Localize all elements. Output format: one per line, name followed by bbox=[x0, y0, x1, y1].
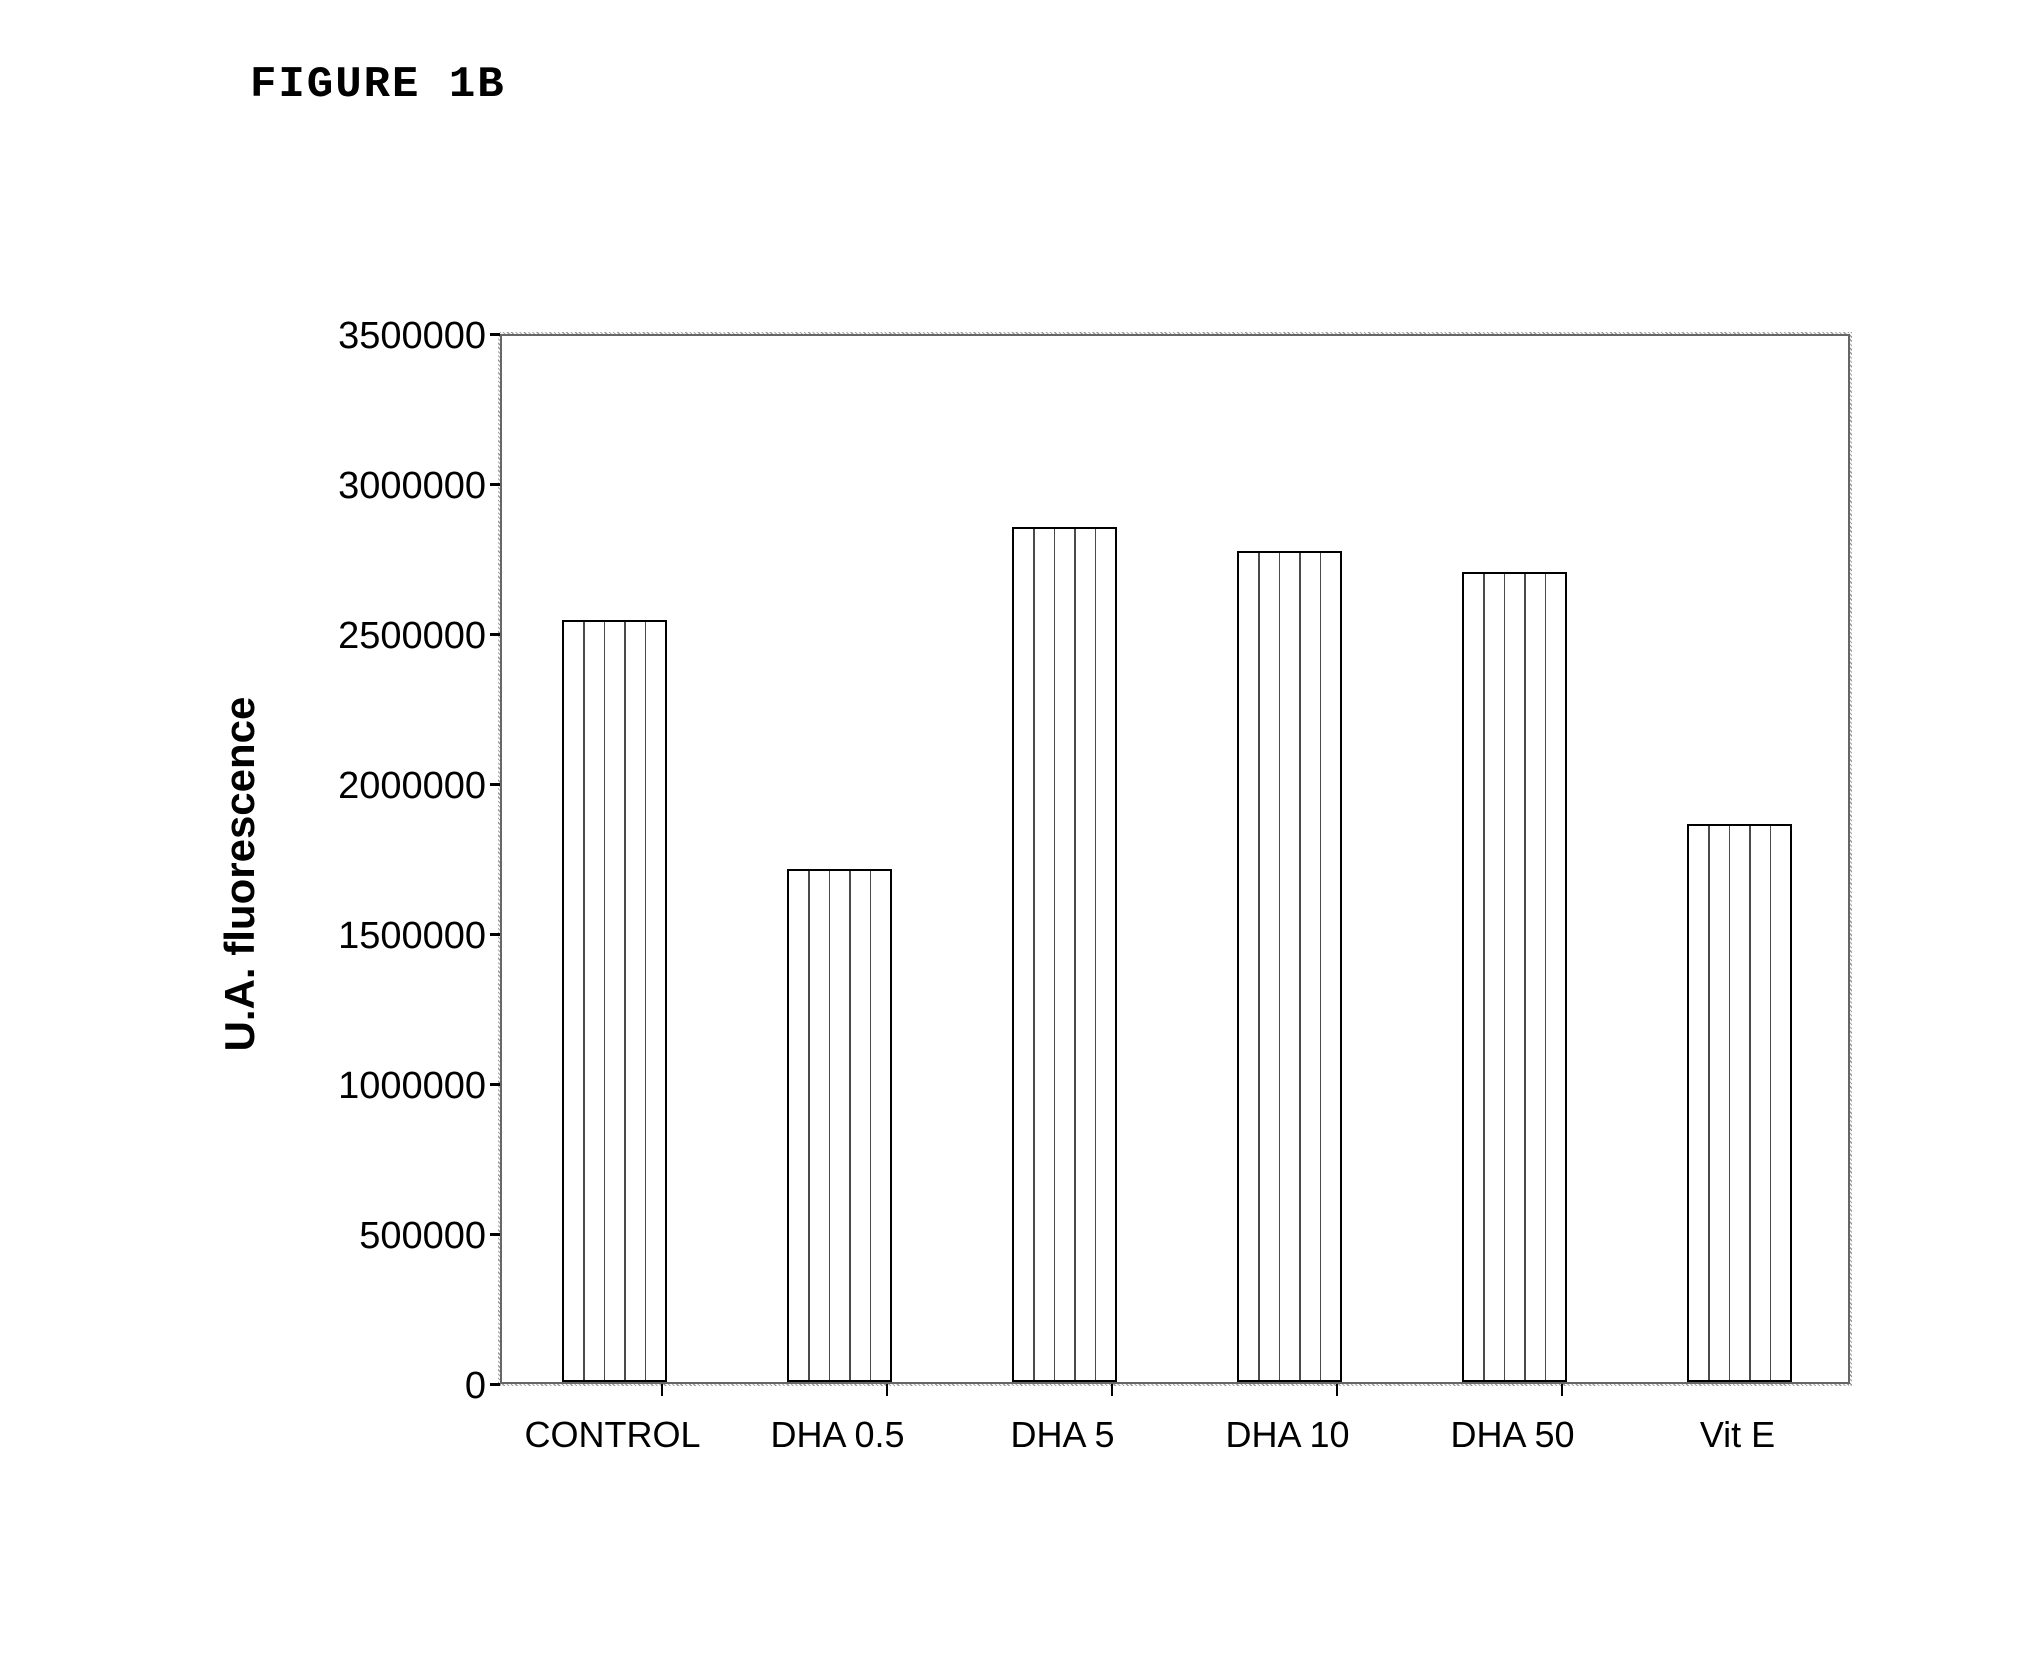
y-tick-mark bbox=[490, 483, 500, 486]
bar bbox=[1237, 551, 1342, 1382]
y-tick-label: 1000000 bbox=[266, 1065, 486, 1108]
bar-stripes bbox=[1239, 553, 1340, 1380]
y-tick-label: 0 bbox=[266, 1365, 486, 1408]
x-tick-label: DHA 10 bbox=[1178, 1414, 1398, 1456]
bar-stripes bbox=[1464, 574, 1565, 1380]
y-tick-label: 1500000 bbox=[266, 915, 486, 958]
y-tick-mark bbox=[490, 783, 500, 786]
y-tick-mark bbox=[490, 933, 500, 936]
y-tick-mark bbox=[490, 1383, 500, 1386]
bar bbox=[562, 620, 667, 1382]
x-tick-mark bbox=[661, 1384, 663, 1396]
x-tick-mark bbox=[1561, 1384, 1563, 1396]
bar-chart: U.A. fluorescence 0500000100000015000002… bbox=[260, 310, 1870, 1560]
y-axis-label: U.A. fluorescence bbox=[216, 697, 264, 1052]
x-tick-label: CONTROL bbox=[503, 1414, 723, 1456]
y-tick-label: 3500000 bbox=[266, 315, 486, 358]
y-tick-mark bbox=[490, 1083, 500, 1086]
x-tick-mark bbox=[1111, 1384, 1113, 1396]
x-tick-label: DHA 50 bbox=[1403, 1414, 1623, 1456]
y-tick-label: 500000 bbox=[266, 1215, 486, 1258]
y-tick-mark bbox=[490, 633, 500, 636]
bar-stripes bbox=[1014, 529, 1115, 1380]
y-tick-label: 2500000 bbox=[266, 615, 486, 658]
plot-area bbox=[500, 334, 1850, 1384]
figure-title: FIGURE 1B bbox=[250, 60, 506, 110]
y-tick-label: 2000000 bbox=[266, 765, 486, 808]
bar bbox=[1012, 527, 1117, 1382]
bar bbox=[1462, 572, 1567, 1382]
bar bbox=[1687, 824, 1792, 1382]
x-tick-label: Vit E bbox=[1628, 1414, 1848, 1456]
bar-stripes bbox=[564, 622, 665, 1380]
y-tick-mark bbox=[490, 333, 500, 336]
y-tick-label: 3000000 bbox=[266, 465, 486, 508]
x-tick-label: DHA 0.5 bbox=[728, 1414, 948, 1456]
x-tick-label: DHA 5 bbox=[953, 1414, 1173, 1456]
bar bbox=[787, 869, 892, 1382]
x-tick-mark bbox=[1336, 1384, 1338, 1396]
bar-stripes bbox=[789, 871, 890, 1380]
y-tick-mark bbox=[490, 1233, 500, 1236]
bar-stripes bbox=[1689, 826, 1790, 1380]
x-tick-mark bbox=[886, 1384, 888, 1396]
